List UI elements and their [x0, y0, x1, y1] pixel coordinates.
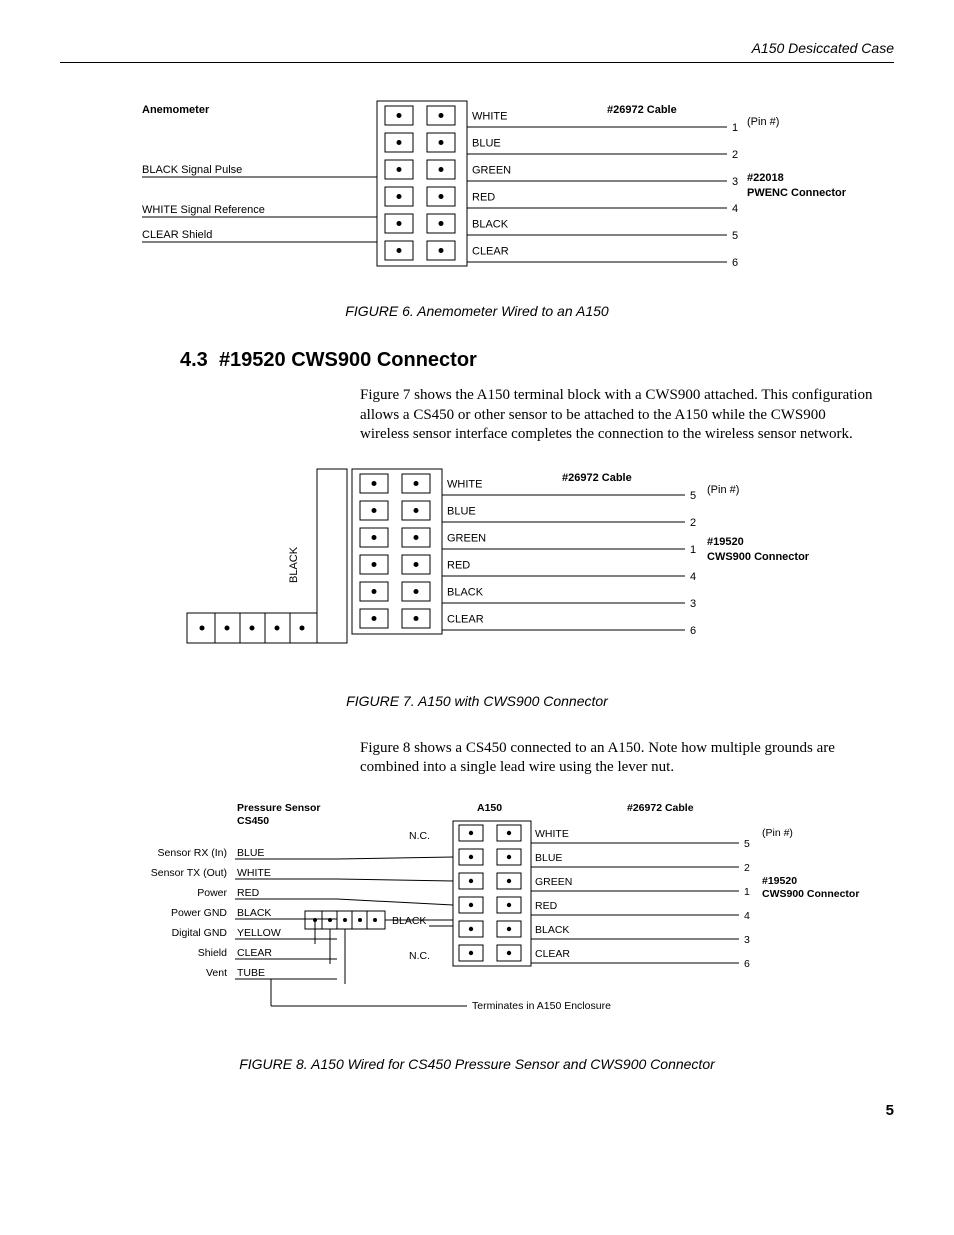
fig6-connector-l1: #22018: [747, 172, 784, 184]
svg-text:BLACK: BLACK: [535, 924, 569, 936]
paragraph-2: Figure 8 shows a CS450 connected to an A…: [360, 739, 874, 778]
header-title: A150 Desiccated Case: [752, 40, 894, 56]
nc-label-1: N.C.: [409, 830, 430, 842]
svg-text:2: 2: [690, 517, 696, 529]
svg-text:CLEAR: CLEAR: [535, 948, 570, 960]
svg-text:BLACK: BLACK: [237, 907, 271, 919]
svg-text:GREEN: GREEN: [472, 165, 511, 177]
svg-text:Sensor RX (In): Sensor RX (In): [158, 847, 227, 859]
page-number: 5: [60, 1102, 894, 1119]
section-heading: 4.3 #19520 CWS900 Connector: [180, 349, 894, 372]
svg-text:3: 3: [744, 934, 750, 946]
svg-text:5: 5: [732, 230, 738, 242]
svg-text:CLEAR: CLEAR: [472, 246, 509, 258]
terminate-label: Terminates in A150 Enclosure: [472, 1000, 611, 1012]
fig7-terminal-block: [352, 469, 442, 634]
fig7-connector-l1: #19520: [707, 536, 744, 548]
svg-text:RED: RED: [237, 887, 260, 899]
svg-text:6: 6: [732, 257, 738, 269]
svg-text:Power: Power: [197, 887, 227, 899]
svg-text:4: 4: [744, 910, 750, 922]
svg-text:Sensor TX (Out): Sensor TX (Out): [151, 867, 227, 879]
svg-text:Shield: Shield: [198, 947, 227, 959]
fig6-connector-l2: PWENC Connector: [747, 187, 847, 199]
fig6-caption: FIGURE 6. Anemometer Wired to an A150: [60, 303, 894, 319]
fig8-pin-suffix: (Pin #): [762, 827, 793, 839]
svg-text:3: 3: [690, 598, 696, 610]
svg-text:4: 4: [732, 203, 738, 215]
svg-text:CLEAR: CLEAR: [447, 613, 484, 625]
fig8-connector-l1: #19520: [762, 875, 797, 887]
svg-text:GREEN: GREEN: [447, 532, 486, 544]
svg-text:3: 3: [732, 176, 738, 188]
svg-text:5: 5: [690, 490, 696, 502]
svg-text:RED: RED: [472, 192, 495, 204]
fig8-terminal-block: [453, 821, 531, 966]
svg-text:Power GND: Power GND: [171, 907, 227, 919]
fig7-cable: #26972 Cable: [562, 472, 632, 484]
svg-text:BLUE: BLUE: [237, 847, 264, 859]
svg-text:BLACK Signal Pulse: BLACK Signal Pulse: [142, 164, 242, 176]
svg-text:BLACK: BLACK: [447, 586, 484, 598]
fig8-center-title: A150: [477, 802, 502, 814]
fig8-cable: #26972 Cable: [627, 802, 694, 814]
fig7-side-block: BLACK: [187, 469, 347, 643]
svg-text:RED: RED: [535, 900, 558, 912]
svg-text:4: 4: [690, 571, 696, 583]
svg-text:BLUE: BLUE: [535, 852, 562, 864]
svg-text:1: 1: [732, 122, 738, 134]
svg-text:WHITE: WHITE: [447, 478, 482, 490]
figure-8: Pressure Sensor CS450 A150 #26972 Cable …: [67, 796, 887, 1036]
fig8-left-title-1: Pressure Sensor: [237, 802, 320, 814]
page-header: A150 Desiccated Case: [60, 40, 894, 63]
svg-text:6: 6: [744, 958, 750, 970]
fig6-left-title: Anemometer: [142, 104, 210, 116]
svg-text:BLUE: BLUE: [447, 505, 476, 517]
svg-text:GREEN: GREEN: [535, 876, 572, 888]
fig6-left-signals: BLACK Signal Pulse WHITE Signal Referenc…: [142, 164, 377, 242]
svg-text:WHITE: WHITE: [237, 867, 271, 879]
svg-text:2: 2: [744, 862, 750, 874]
svg-text:BLUE: BLUE: [472, 138, 501, 150]
svg-text:6: 6: [690, 625, 696, 637]
black-wire-label: BLACK: [392, 915, 426, 927]
fig7-pin-suffix: (Pin #): [707, 484, 739, 496]
svg-text:5: 5: [744, 838, 750, 850]
fig7-connector-l2: CWS900 Connector: [707, 551, 810, 563]
svg-text:CLEAR: CLEAR: [237, 947, 272, 959]
svg-text:Vent: Vent: [206, 967, 227, 979]
fig8-caption: FIGURE 8. A150 Wired for CS450 Pressure …: [60, 1056, 894, 1072]
fig6-terminal-block: [377, 101, 467, 266]
figure-7: BLACK WHITE5BLUE2GREEN1RED4BLACK3CLEAR6 …: [67, 463, 887, 673]
svg-text:WHITE Signal Reference: WHITE Signal Reference: [142, 204, 265, 216]
fig8-connector-l2: CWS900 Connector: [762, 888, 859, 900]
fig7-side-label: BLACK: [288, 546, 300, 583]
svg-text:RED: RED: [447, 559, 470, 571]
svg-text:TUBE: TUBE: [237, 967, 265, 979]
nc-label-2: N.C.: [409, 950, 430, 962]
figure-6: Anemometer BLACK Signal Pulse WHITE Sign…: [67, 93, 887, 283]
svg-text:1: 1: [744, 886, 750, 898]
fig8-left-title-2: CS450: [237, 815, 269, 827]
paragraph-1: Figure 7 shows the A150 terminal block w…: [360, 386, 874, 445]
fig6-pin-suffix: (Pin #): [747, 116, 779, 128]
svg-text:WHITE: WHITE: [472, 111, 507, 123]
svg-text:1: 1: [690, 544, 696, 556]
fig7-caption: FIGURE 7. A150 with CWS900 Connector: [60, 693, 894, 709]
svg-text:Digital GND: Digital GND: [172, 927, 228, 939]
svg-text:2: 2: [732, 149, 738, 161]
svg-text:BLACK: BLACK: [472, 219, 509, 231]
svg-text:CLEAR Shield: CLEAR Shield: [142, 229, 212, 241]
svg-text:WHITE: WHITE: [535, 828, 569, 840]
svg-text:YELLOW: YELLOW: [237, 927, 281, 939]
fig6-cable: #26972 Cable: [607, 104, 677, 116]
fig8-lever-nut: [305, 911, 385, 929]
